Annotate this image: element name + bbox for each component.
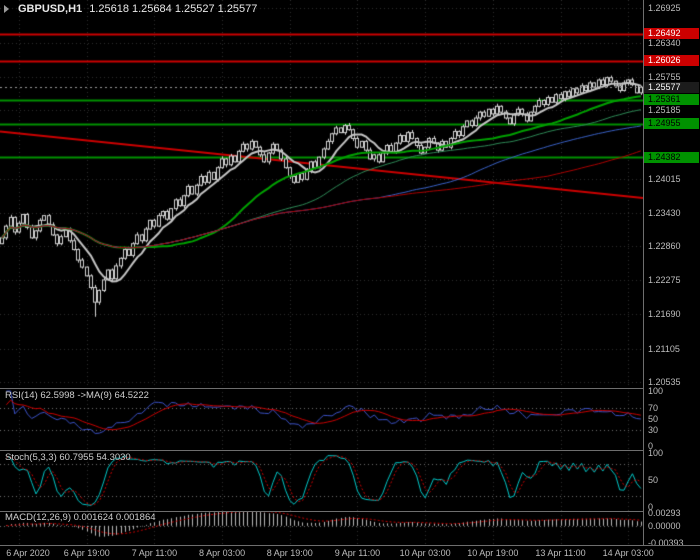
price-level-label: 1.25361 — [644, 94, 699, 106]
ohlc-values-label: 1.25618 1.25684 1.25527 1.25577 — [89, 3, 258, 15]
rsi-level-label: 70 — [648, 402, 659, 413]
stoch-indicator-label: Stoch(5,3,3) 60.7955 54.3030 — [5, 452, 131, 463]
time-label: 6 Apr 19:00 — [63, 548, 110, 558]
time-label: 14 Apr 03:00 — [602, 548, 654, 558]
price-tick-label: 1.23430 — [648, 207, 681, 218]
macd-level-label: -0.00393 — [648, 538, 684, 548]
macd-indicator-label: MACD(12,26,9) 0.001624 0.001864 — [5, 512, 156, 523]
price-tick-label: 1.24015 — [648, 173, 681, 184]
symbol-timeframe-label: GBPUSD,H1 — [18, 3, 83, 15]
rsi-level-label: 30 — [648, 424, 659, 435]
price-axis[interactable]: 1.26925 1.26340 1.25755 1.25185 1.24015 1.234… — [643, 0, 700, 548]
time-label: 9 Apr 11:00 — [334, 548, 381, 558]
panel-separator[interactable] — [0, 450, 700, 451]
time-label: 10 Apr 03:00 — [399, 548, 451, 558]
rsi-level-label: 100 — [648, 386, 664, 396]
price-level-label: 1.26026 — [644, 55, 699, 67]
time-label: 6 Apr 2020 — [6, 548, 50, 558]
time-label: 7 Apr 11:00 — [131, 548, 178, 558]
one-click-trading-arrow-icon[interactable] — [4, 5, 9, 13]
stoch-level-label: 100 — [648, 448, 664, 458]
macd-level-label: 0.00000 — [648, 520, 681, 531]
price-tick-label: 1.20535 — [648, 376, 681, 387]
chart-title: GBPUSD,H1 1.25618 1.25684 1.25527 1.25577 — [18, 3, 257, 15]
price-tick-label: 1.22860 — [648, 241, 681, 252]
time-label: 10 Apr 19:00 — [467, 548, 519, 558]
macd-level-label: 0.00293 — [648, 508, 681, 518]
price-level-label: 1.26492 — [644, 28, 699, 40]
rsi-level-label: 50 — [648, 413, 659, 424]
price-level-label: 1.24955 — [644, 118, 699, 130]
price-tick-label: 1.26925 — [648, 3, 681, 14]
panel-separator[interactable] — [0, 388, 700, 389]
price-tick-label: 1.21690 — [648, 309, 681, 320]
time-label: 13 Apr 11:00 — [535, 548, 586, 558]
price-tick-label: 1.26340 — [648, 37, 681, 48]
rsi-level-label: 0 — [648, 441, 654, 451]
price-tick-label: 1.22275 — [648, 275, 681, 286]
stoch-level-label: 0 — [648, 502, 654, 512]
panel-separator[interactable] — [0, 511, 700, 512]
price-level-label: 1.24382 — [644, 151, 699, 163]
stoch-level-label: 50 — [648, 475, 659, 485]
time-axis[interactable]: 6 Apr 2020 6 Apr 19:00 7 Apr 11:00 8 Apr 03… — [0, 545, 700, 560]
time-label: 8 Apr 03:00 — [199, 548, 246, 558]
stoch-panel-canvas[interactable] — [0, 450, 643, 511]
macd-panel-canvas[interactable] — [0, 511, 643, 545]
time-label: 8 Apr 19:00 — [266, 548, 313, 558]
price-tick-label: 1.25755 — [648, 71, 681, 82]
rsi-indicator-label: RSI(14) 62.5998 ->MA(9) 64.5222 — [5, 390, 149, 401]
price-chart-canvas[interactable] — [0, 0, 643, 388]
current-price-label: 1.25577 — [644, 81, 699, 93]
price-tick-label: 1.21105 — [648, 343, 680, 354]
rsi-panel-canvas[interactable] — [0, 388, 643, 450]
price-tick-label: 1.25185 — [648, 105, 681, 116]
